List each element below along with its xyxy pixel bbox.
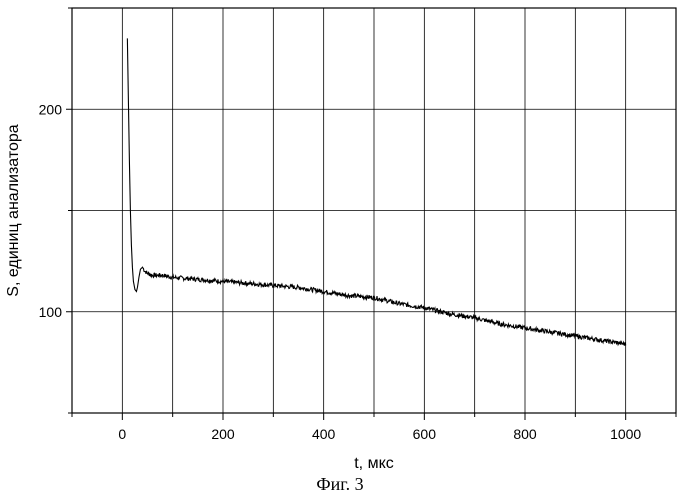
x-tick-label: 1000 bbox=[610, 426, 641, 442]
x-tick-label: 400 bbox=[312, 426, 336, 442]
y-tick-label: 100 bbox=[39, 304, 63, 320]
series-line bbox=[127, 38, 625, 345]
y-tick-label: 200 bbox=[39, 101, 63, 117]
grid-lines bbox=[72, 8, 676, 413]
x-tick-label: 600 bbox=[413, 426, 437, 442]
x-tick-label: 0 bbox=[118, 426, 126, 442]
x-tick-label: 800 bbox=[513, 426, 537, 442]
line-chart: 0 200 400 600 800 1000 100 200 t, мкс S, единиц… bbox=[0, 0, 680, 475]
axis-ticks bbox=[66, 8, 676, 420]
x-tick-label: 200 bbox=[211, 426, 235, 442]
figure-caption: Фиг. 3 bbox=[0, 474, 680, 495]
y-axis-label: S, единиц анализатора bbox=[5, 124, 22, 297]
x-axis-label: t, мкс bbox=[354, 455, 394, 472]
